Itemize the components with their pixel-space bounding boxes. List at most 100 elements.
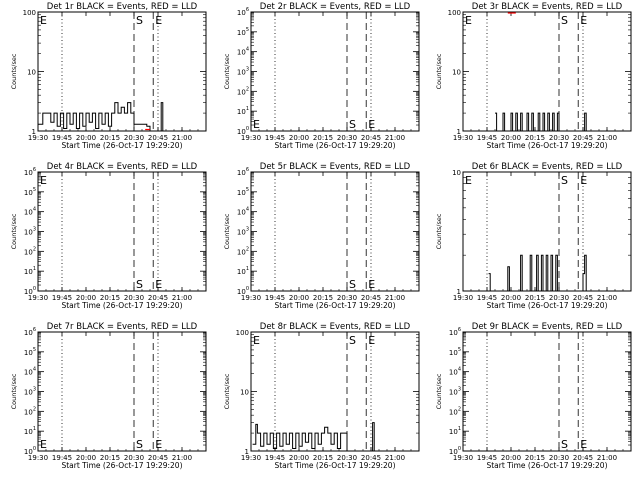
panel-title: Det 3r BLACK = Events, RED = LLD [472, 2, 623, 12]
y-axis-label: Counts/sec [10, 53, 18, 89]
events-series [252, 422, 376, 452]
y-tick-label: 100 [24, 286, 36, 296]
x-tick-label: 20:30 [549, 454, 569, 462]
x-tick-label: 19:45 [52, 134, 72, 142]
x-tick-label: 19:45 [477, 134, 497, 142]
x-tick-label: 19:30 [453, 134, 473, 142]
y-tick-label: 106 [237, 7, 249, 17]
x-tick-label: 21:00 [385, 134, 405, 142]
panel-title: Det 4r BLACK = Events, RED = LLD [47, 162, 198, 172]
y-tick-label: 100 [236, 329, 249, 337]
y-tick-label: 10 [452, 69, 461, 77]
x-tick-label: 20:00 [501, 134, 521, 142]
x-tick-label: 20:00 [289, 134, 309, 142]
x-tick-label: 20:15 [313, 454, 333, 462]
x-axis-label: Start Time (26-Oct-17 19:29:20) [486, 141, 607, 150]
y-tick-label: 102 [449, 406, 461, 416]
x-tick-label: 20:30 [124, 134, 144, 142]
x-tick-label: 21:00 [597, 454, 617, 462]
end-marker: E [155, 438, 162, 451]
panel-det-3: Det 3r BLACK = Events, RED = LLD 19:30 19:… [435, 2, 632, 150]
x-tick-label: 20:15 [100, 294, 120, 302]
end-marker: E [368, 334, 375, 347]
start-marker: S [561, 14, 568, 27]
x-tick-label: 20:00 [76, 134, 96, 142]
y-tick-label: 102 [237, 86, 249, 96]
end-marker: E [368, 118, 375, 131]
y-tick-label: 103 [449, 387, 461, 397]
y-axis-label: Counts/sec [223, 53, 231, 89]
plot-frame [250, 171, 420, 292]
panel-title: Det 6r BLACK = Events, RED = LLD [472, 162, 623, 172]
x-tick-label: 20:15 [100, 134, 120, 142]
start-marker: S [349, 278, 356, 291]
panel-det-1: Det 1r BLACK = Events, RED = LLD 19:30 19:… [10, 2, 207, 150]
start-marker: S [561, 174, 568, 187]
panel-det-8: Det 8r BLACK = Events, RED = LLD 19:30 19:… [223, 322, 420, 470]
y-axis-label: Counts/sec [10, 373, 18, 409]
y-tick-label: 106 [237, 167, 249, 177]
panel-det-4: Det 4r BLACK = Events, RED = LLD 19:30 19:… [10, 162, 207, 310]
x-axis-label: Start Time (26-Oct-17 19:29:20) [61, 461, 182, 470]
x-axis-label: Start Time (26-Oct-17 19:29:20) [61, 301, 182, 310]
y-tick-label: 10 [452, 169, 461, 177]
x-tick-label: 20:30 [337, 134, 357, 142]
panel-title: Det 8r BLACK = Events, RED = LLD [260, 322, 411, 332]
y-tick-label: 100 [24, 446, 36, 456]
x-tick-label: 20:30 [549, 134, 569, 142]
y-tick-label: 105 [237, 27, 249, 37]
end-marker: E [580, 174, 587, 187]
x-tick-label: 20:00 [289, 454, 309, 462]
y-tick-label: 102 [237, 246, 249, 256]
end-marker: E [253, 118, 260, 131]
x-tick-label: 19:30 [28, 134, 48, 142]
start-marker: S [136, 278, 143, 291]
x-axis-label: Start Time (26-Oct-17 19:29:20) [274, 461, 395, 470]
x-axis-label: Start Time (26-Oct-17 19:29:20) [486, 301, 607, 310]
y-tick-label: 100 [449, 446, 461, 456]
x-axis-label: Start Time (26-Oct-17 19:29:20) [274, 141, 395, 150]
y-tick-label: 106 [24, 167, 36, 177]
y-tick-label: 101 [24, 266, 36, 276]
start-marker: S [136, 438, 143, 451]
y-tick-label: 104 [449, 367, 461, 377]
x-tick-label: 20:45 [148, 294, 168, 302]
x-tick-label: 19:45 [477, 454, 497, 462]
start-marker: S [349, 118, 356, 131]
y-tick-label: 100 [448, 9, 461, 17]
x-tick-label: 19:30 [453, 294, 473, 302]
x-tick-label: 19:45 [52, 454, 72, 462]
start-marker: S [349, 334, 356, 347]
y-tick-label: 106 [24, 327, 36, 337]
plot-frame [37, 171, 207, 292]
y-tick-label: 10 [27, 69, 36, 77]
plot-frame [37, 331, 207, 452]
x-tick-label: 19:30 [28, 454, 48, 462]
x-tick-label: 20:15 [313, 134, 333, 142]
x-tick-label: 20:45 [148, 134, 168, 142]
y-tick-label: 10 [240, 389, 249, 397]
y-axis-label: Counts/sec [223, 373, 231, 409]
y-tick-label: 104 [24, 367, 36, 377]
y-tick-label: 1 [457, 128, 461, 136]
x-tick-label: 20:00 [501, 454, 521, 462]
x-axis-label: Start Time (26-Oct-17 19:29:20) [274, 301, 395, 310]
x-tick-label: 20:15 [525, 454, 545, 462]
y-tick-label: 103 [24, 387, 36, 397]
x-tick-label: 19:30 [241, 454, 261, 462]
y-tick-label: 105 [24, 187, 36, 197]
x-tick-label: 20:45 [361, 134, 381, 142]
x-tick-label: 20:00 [76, 454, 96, 462]
plot-frame [462, 171, 632, 292]
end-marker: E [155, 278, 162, 291]
y-tick-label: 103 [237, 67, 249, 77]
y-axis-label: Counts/sec [435, 373, 443, 409]
x-tick-label: 20:45 [361, 294, 381, 302]
x-tick-label: 20:30 [124, 294, 144, 302]
end-marker: E [40, 174, 47, 187]
x-tick-label: 20:30 [337, 294, 357, 302]
x-axis-label: Start Time (26-Oct-17 19:29:20) [61, 141, 182, 150]
x-tick-label: 20:45 [361, 454, 381, 462]
y-axis-label: Counts/sec [435, 53, 443, 89]
